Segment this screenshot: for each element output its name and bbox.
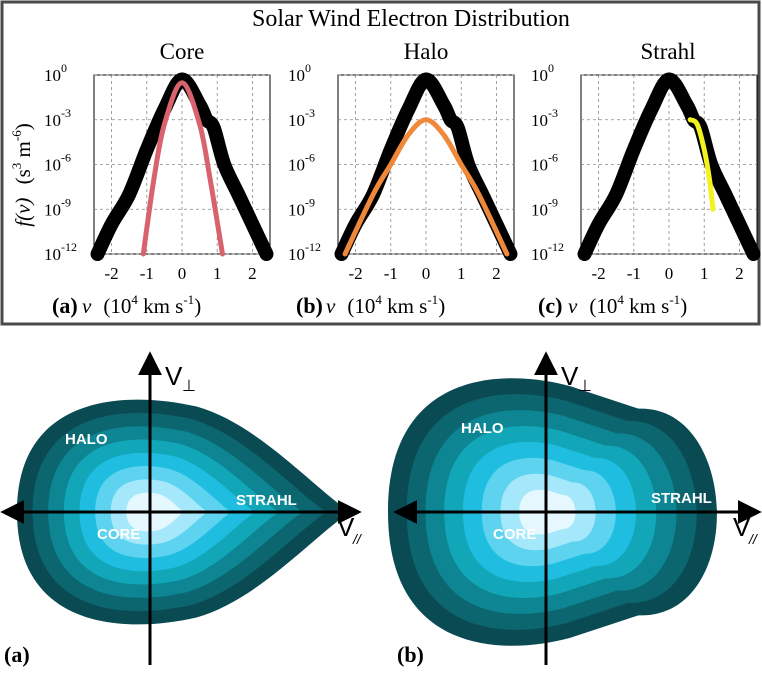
halo-component-curve bbox=[342, 117, 510, 257]
halo-label-a: HALO bbox=[65, 431, 108, 448]
panel-letter-b-bottom: (b) bbox=[397, 642, 424, 667]
panel-title-halo: Halo bbox=[404, 39, 449, 64]
y-axis-label-fv: f(v) bbox=[11, 198, 35, 227]
svg-text:⊥: ⊥ bbox=[182, 378, 196, 395]
x-tick-label: -1 bbox=[627, 264, 641, 283]
y-tick-label: 10-9 bbox=[531, 195, 558, 219]
y-tick-label: 10-6 bbox=[44, 151, 71, 175]
panel-title-strahl: Strahl bbox=[641, 39, 696, 64]
v-perp-label-a: V ⊥ bbox=[165, 361, 196, 395]
panel-letter-b-top: (b) bbox=[296, 293, 323, 318]
panel-title-core: Core bbox=[160, 39, 205, 64]
x-tick-label: -2 bbox=[349, 264, 363, 283]
y-tick-label: 100 bbox=[531, 61, 554, 85]
panel-halo: Halo bbox=[334, 39, 518, 261]
core-label-a: CORE bbox=[97, 526, 140, 543]
core-label-b: CORE bbox=[493, 526, 536, 543]
core-component-curve bbox=[140, 80, 225, 257]
panel-letter-a-bottom: (a) bbox=[4, 642, 30, 667]
svg-text:V: V bbox=[561, 361, 579, 391]
panel-strahl: Strahl bbox=[577, 39, 761, 261]
y-axis-unit-expm6: -6 bbox=[9, 130, 24, 141]
y-tick-label: 10-3 bbox=[531, 106, 558, 130]
panel-letter-c-top: (c) bbox=[538, 293, 562, 318]
x-axis-label: v (104 km s-1) bbox=[326, 292, 445, 318]
y-tick-label: 10-9 bbox=[44, 195, 71, 219]
svg-text:V: V bbox=[337, 512, 355, 542]
y-tick-label: 10-12 bbox=[531, 240, 564, 264]
y-axis-unit-close: ) bbox=[11, 123, 35, 130]
svg-text://: // bbox=[748, 531, 759, 547]
y-tick-labels: 100 10-3 10-6 10-9 10-12 100 10-3 10-6 10-9 10-12… bbox=[44, 61, 564, 264]
top-figure: Solar Wind Electron Distribution f(v) (s… bbox=[0, 0, 761, 326]
x-tick-label: -1 bbox=[384, 264, 398, 283]
x-tick-label: -2 bbox=[592, 264, 606, 283]
x-tick-label: 0 bbox=[665, 264, 674, 283]
total-distribution-curve bbox=[577, 72, 761, 261]
x-tick-label: 1 bbox=[700, 264, 709, 283]
y-axis-unit-m: m bbox=[11, 141, 35, 163]
x-tick-label: 0 bbox=[422, 264, 431, 283]
y-tick-label: 10-12 bbox=[44, 240, 77, 264]
y-tick-label: 10-12 bbox=[288, 240, 321, 264]
y-axis-unit-exp3: 3 bbox=[9, 163, 24, 170]
y-axis-label: f(v) (s3 m-6) bbox=[9, 123, 35, 227]
svg-text:⊥: ⊥ bbox=[578, 378, 592, 395]
x-tick-labels: -2 -1 0 1 2 -2 -1 0 1 2 -2 -1 0 1 2 bbox=[105, 264, 744, 283]
y-tick-label: 10-6 bbox=[288, 151, 315, 175]
svg-text:f(v) (s3 m-6): f(v) (s3 m-6) bbox=[9, 123, 35, 227]
svg-text:V: V bbox=[733, 512, 751, 542]
y-axis-unit-open: (s bbox=[11, 169, 35, 184]
y-tick-label: 10-6 bbox=[531, 151, 558, 175]
strahl-label-a: STRAHL bbox=[236, 492, 297, 509]
strahl-label-b: STRAHL bbox=[651, 490, 712, 507]
svg-text://: // bbox=[352, 531, 363, 547]
svg-text:V: V bbox=[165, 361, 183, 391]
y-tick-label: 10-3 bbox=[288, 106, 315, 130]
halo-label-b: HALO bbox=[461, 420, 504, 437]
y-tick-label: 10-3 bbox=[44, 106, 71, 130]
total-distribution-curve bbox=[90, 72, 274, 261]
x-tick-label: 2 bbox=[492, 264, 501, 283]
top-figure-title: Solar Wind Electron Distribution bbox=[252, 6, 570, 32]
y-tick-label: 100 bbox=[44, 61, 67, 85]
v-perp-label-b: V ⊥ bbox=[561, 361, 592, 395]
x-axis-label: v (104 km s-1) bbox=[568, 292, 687, 318]
x-tick-label: 0 bbox=[178, 264, 187, 283]
x-tick-label: -2 bbox=[105, 264, 119, 283]
x-tick-label: 2 bbox=[248, 264, 257, 283]
v-par-label-a: V // bbox=[337, 512, 363, 547]
panel-core: Core bbox=[90, 39, 274, 261]
x-axis-label: v (104 km s-1) bbox=[82, 292, 201, 318]
x-tick-label: -1 bbox=[140, 264, 154, 283]
y-tick-label: 100 bbox=[288, 61, 311, 85]
y-tick-label: 10-9 bbox=[288, 195, 315, 219]
bottom-figure: HALO STRAHL CORE V ⊥ V // (a) HALO STRAH… bbox=[0, 351, 762, 667]
strahl-component-curve bbox=[687, 117, 716, 212]
x-tick-label: 1 bbox=[213, 264, 222, 283]
x-tick-label: 1 bbox=[457, 264, 466, 283]
v-par-label-b: V // bbox=[733, 512, 759, 547]
x-tick-label: 2 bbox=[735, 264, 744, 283]
x-axis-labels: (a) (b) (c) v (104 km s-1) v (104 km s-1) v(… bbox=[52, 292, 687, 318]
panel-letter-a-top: (a) bbox=[52, 293, 78, 318]
